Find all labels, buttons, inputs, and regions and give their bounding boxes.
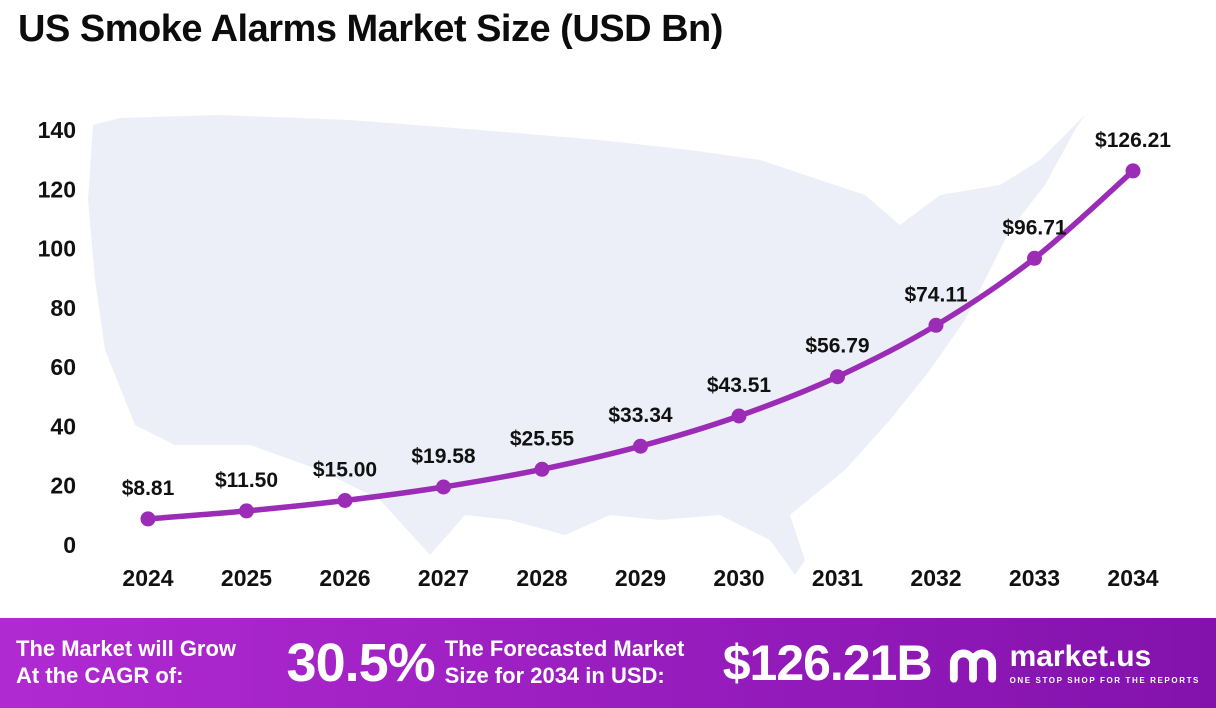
data-point bbox=[830, 369, 845, 385]
footer-banner: The Market will Grow At the CAGR of: 30.… bbox=[0, 618, 1216, 708]
x-axis-labels: 2024 2025 2026 2027 2028 2029 2030 2031 2032 2033… bbox=[122, 565, 1158, 591]
y-tick-label: 60 bbox=[50, 354, 76, 380]
cagr-label-line1: The Market will Grow bbox=[16, 636, 237, 662]
data-point bbox=[337, 493, 353, 508]
data-point bbox=[534, 461, 550, 477]
chart-title: US Smoke Alarms Market Size (USD Bn) bbox=[18, 8, 723, 50]
data-point bbox=[633, 438, 648, 454]
y-tick-label: 140 bbox=[38, 117, 76, 143]
y-tick-label: 0 bbox=[63, 532, 76, 558]
y-tick-label: 20 bbox=[50, 473, 76, 499]
forecast-value: $126.21B bbox=[722, 635, 933, 691]
x-tick-label: 2032 bbox=[910, 565, 961, 591]
brand-tagline: ONE STOP SHOP FOR THE REPORTS bbox=[1009, 675, 1200, 685]
data-point-value-label: $19.58 bbox=[411, 445, 476, 468]
data-point bbox=[1125, 163, 1141, 179]
data-point-value-label: $96.71 bbox=[1002, 216, 1067, 239]
market-us-brand: market.us ONE STOP SHOP FOR THE REPORTS bbox=[946, 636, 1200, 690]
x-tick-label: 2033 bbox=[1009, 565, 1060, 591]
forecast-label: The Forecasted Market Size for 2034 in U… bbox=[445, 636, 723, 690]
x-tick-label: 2031 bbox=[812, 565, 863, 591]
cagr-label-line2: At the CAGR of: bbox=[16, 663, 184, 688]
data-point bbox=[436, 479, 451, 495]
data-point-value-label: $43.51 bbox=[707, 374, 772, 397]
x-tick-label: 2026 bbox=[319, 565, 370, 591]
y-tick-label: 40 bbox=[50, 413, 76, 439]
brand-name: market.us bbox=[1009, 639, 1152, 673]
value-labels: $8.81 $11.50 $15.00 $19.58 $25.55 $33.34 $43.5… bbox=[122, 129, 1172, 500]
cagr-value: 30.5% bbox=[286, 633, 436, 693]
data-point bbox=[1027, 250, 1042, 266]
data-point-value-label: $126.21 bbox=[1095, 129, 1171, 152]
x-tick-label: 2028 bbox=[516, 565, 567, 591]
y-axis-labels: 0 20 40 60 80 100 120 140 bbox=[38, 117, 76, 558]
y-tick-label: 100 bbox=[38, 236, 76, 262]
data-point-value-label: $25.55 bbox=[510, 427, 575, 450]
y-tick-label: 120 bbox=[38, 176, 76, 202]
forecast-label-line1: The Forecasted Market bbox=[444, 636, 685, 662]
data-point-value-label: $33.34 bbox=[608, 404, 673, 427]
data-point-value-label: $15.00 bbox=[313, 459, 377, 482]
x-tick-label: 2034 bbox=[1107, 565, 1158, 591]
data-point-value-label: $74.11 bbox=[904, 283, 967, 306]
data-point bbox=[928, 317, 944, 333]
x-tick-label: 2024 bbox=[122, 565, 173, 591]
data-point bbox=[140, 511, 156, 527]
trend-line bbox=[145, 168, 1136, 522]
data-points bbox=[140, 163, 1141, 527]
y-tick-label: 80 bbox=[50, 295, 76, 321]
data-point bbox=[239, 503, 254, 519]
x-tick-label: 2025 bbox=[221, 565, 272, 591]
x-tick-label: 2030 bbox=[713, 565, 764, 591]
data-point-value-label: $56.79 bbox=[805, 335, 869, 358]
forecast-label-line2: Size for 2034 in USD: bbox=[444, 663, 665, 688]
brand-text: market.us ONE STOP SHOP FOR THE REPORTS bbox=[1009, 639, 1200, 685]
market-us-logo-icon bbox=[949, 649, 996, 683]
x-tick-label: 2027 bbox=[418, 565, 469, 591]
cagr-label: The Market will Grow At the CAGR of: bbox=[16, 636, 287, 690]
chart-area: 0 20 40 60 80 100 120 140 2024 2025 2026 2027 2028 2… bbox=[38, 115, 1172, 591]
x-tick-label: 2029 bbox=[615, 565, 666, 591]
us-map-silhouette bbox=[88, 115, 1085, 575]
data-point-value-label: $11.50 bbox=[215, 469, 278, 492]
data-point bbox=[731, 408, 747, 424]
data-point-value-label: $8.81 bbox=[122, 477, 175, 500]
